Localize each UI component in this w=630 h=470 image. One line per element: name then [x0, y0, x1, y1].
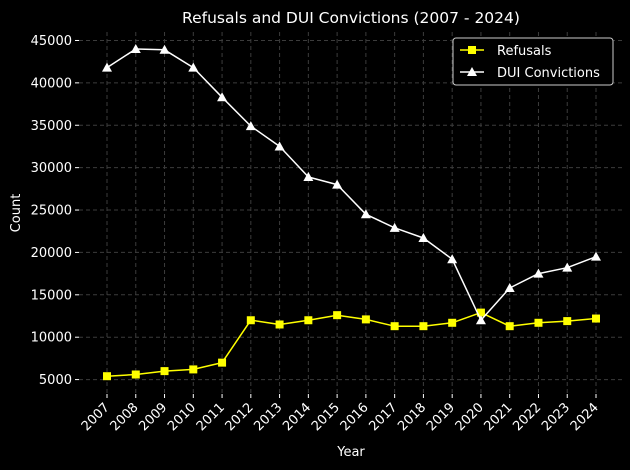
chart-title: Refusals and DUI Convictions (2007 - 202… [182, 9, 520, 27]
series-layer [102, 43, 601, 381]
legend: Refusals DUI Convictions [452, 37, 614, 86]
x-axis-label: Year [336, 445, 365, 460]
data-point-triangle [159, 44, 170, 54]
legend-label-dui-convictions: DUI Convictions [497, 66, 600, 81]
data-point-triangle [188, 62, 199, 72]
legend-marker-triangle [467, 67, 477, 76]
data-point-square [390, 322, 399, 331]
data-point-square [563, 317, 572, 326]
data-point-triangle [475, 315, 486, 325]
y-tick-label: 20000 [31, 246, 72, 261]
data-point-triangle [447, 254, 458, 264]
data-point-square [448, 318, 457, 327]
data-point-square [218, 358, 227, 367]
data-point-square [592, 314, 600, 323]
data-point-square [103, 372, 111, 381]
data-point-triangle [217, 92, 228, 102]
data-point-square [534, 318, 543, 327]
y-tick-label: 15000 [31, 288, 72, 303]
y-tick-label: 30000 [31, 161, 72, 176]
data-point-square [160, 367, 169, 376]
data-point-square [131, 370, 140, 379]
data-point-triangle [245, 121, 256, 131]
data-point-square [333, 311, 342, 320]
y-tick-label: 45000 [31, 34, 72, 49]
legend-box [452, 37, 614, 86]
data-point-square [361, 315, 370, 324]
legend-marker-square [468, 46, 476, 54]
data-point-square [189, 365, 198, 374]
y-axis-label: Count [9, 194, 24, 233]
data-point-triangle [418, 233, 429, 243]
data-point-triangle [274, 141, 285, 151]
legend-label-refusals: Refusals [497, 44, 552, 59]
grid [79, 32, 623, 394]
data-point-triangle [389, 222, 400, 232]
data-point-triangle [130, 43, 141, 53]
data-point-triangle [303, 171, 314, 181]
data-point-square [476, 308, 485, 317]
y-tick-label: 40000 [31, 76, 72, 91]
data-point-square [275, 320, 284, 329]
y-tick-label: 25000 [31, 204, 72, 219]
y-tick-label: 35000 [31, 119, 72, 134]
data-point-triangle [332, 179, 343, 189]
data-point-triangle [102, 62, 112, 72]
data-point-square [246, 316, 255, 325]
y-tick-label: 5000 [39, 373, 72, 388]
data-point-triangle [562, 262, 573, 272]
series-dui-convictions [102, 43, 601, 325]
series-line-refusals [106, 311, 597, 377]
y-axis: 5000 10000 15000 20000 25000 30000 35000 40000 4… [31, 34, 79, 388]
data-point-square [419, 322, 428, 331]
y-tick-label: 10000 [31, 331, 72, 346]
series-line-dui-convictions [106, 48, 597, 321]
data-point-triangle [504, 283, 515, 293]
data-point-triangle [591, 251, 601, 261]
data-point-square [505, 322, 514, 331]
data-point-triangle [533, 268, 544, 278]
series-refusals [103, 308, 600, 381]
data-point-square [304, 316, 313, 325]
data-point-triangle [360, 209, 371, 219]
